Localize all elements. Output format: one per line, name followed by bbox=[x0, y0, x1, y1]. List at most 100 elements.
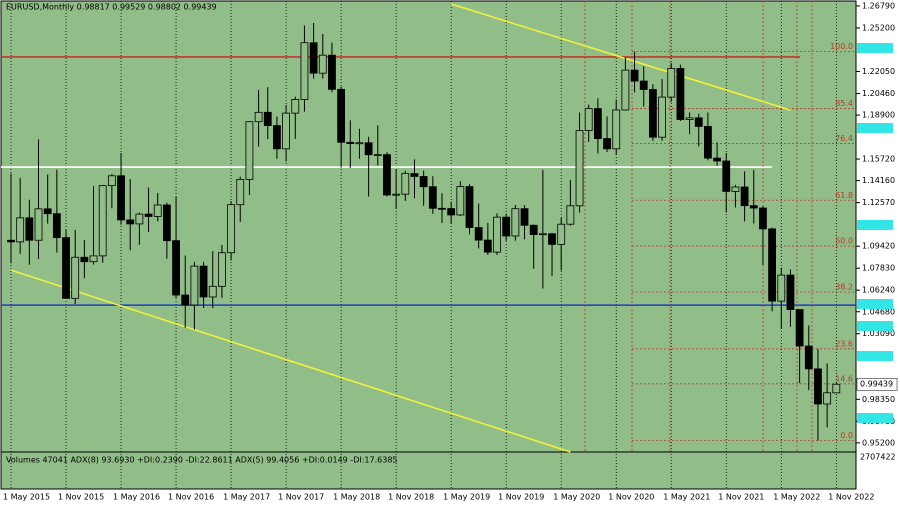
x-tick-label: 1 May 2018 bbox=[333, 493, 380, 502]
chart-title: EURUSD,Monthly 0.98817 0.99529 0.98802 0… bbox=[6, 3, 217, 12]
candle-body bbox=[814, 368, 822, 405]
x-tick-label: 1 Nov 2015 bbox=[58, 493, 104, 502]
candle-body bbox=[16, 217, 25, 243]
candle-body bbox=[135, 213, 144, 225]
candle-body bbox=[107, 175, 116, 187]
x-tick-label: 1 Nov 2017 bbox=[278, 493, 324, 502]
axis-marker bbox=[857, 299, 893, 309]
plot-area bbox=[0, 0, 857, 490]
fib-label: 100.0 bbox=[830, 42, 853, 51]
candle-body bbox=[493, 216, 501, 253]
y-tick-label: 1.20460 bbox=[862, 89, 895, 98]
candle-body bbox=[759, 207, 767, 230]
candle-body bbox=[731, 186, 740, 192]
candle-body bbox=[630, 69, 639, 82]
candle-body bbox=[401, 173, 410, 195]
candle-body bbox=[612, 109, 621, 150]
x-tick-label: 1 Nov 2019 bbox=[498, 493, 544, 502]
x-tick-label: 1 May 2020 bbox=[553, 493, 600, 502]
candle-body bbox=[438, 207, 446, 210]
candle-body bbox=[658, 96, 666, 138]
candle-body bbox=[511, 208, 520, 237]
candle-body bbox=[603, 138, 611, 150]
x-tick-label: 1 Nov 2021 bbox=[718, 493, 764, 502]
candle-body bbox=[740, 186, 749, 207]
plot-layer: 100.0 85.4 76.4 61.8 50.0 38.2 23.6 14.6 0.0 bbox=[1, 1, 856, 489]
candle-body bbox=[804, 345, 813, 370]
axis-marker bbox=[857, 351, 893, 361]
candle-body bbox=[208, 285, 217, 298]
candle-body bbox=[566, 205, 575, 225]
axis-marker bbox=[857, 413, 893, 423]
candle-body bbox=[428, 186, 437, 209]
axis-marker bbox=[857, 123, 893, 133]
axis-marker bbox=[857, 43, 893, 53]
trendline bbox=[10, 269, 571, 453]
x-tick-label: 1 May 2022 bbox=[773, 493, 820, 502]
candle-body bbox=[704, 126, 712, 159]
candle-body bbox=[419, 176, 428, 188]
x-tick-label: 1 Nov 2020 bbox=[608, 493, 654, 502]
candle-body bbox=[557, 223, 566, 245]
fib-label: 50.0 bbox=[835, 237, 853, 246]
axis-marker bbox=[857, 321, 893, 331]
candle-body bbox=[364, 142, 373, 156]
price-label: 0.99439 bbox=[860, 380, 893, 389]
candle-body bbox=[172, 240, 180, 296]
candle-body bbox=[43, 208, 52, 215]
candle-body bbox=[346, 141, 355, 144]
candle-body bbox=[80, 256, 89, 263]
candle-body bbox=[786, 274, 795, 310]
candle-body bbox=[621, 69, 630, 111]
candle-body bbox=[162, 204, 171, 242]
candle-body bbox=[181, 294, 190, 306]
candle-body bbox=[337, 88, 346, 143]
axis-marker bbox=[857, 220, 893, 230]
candle-body bbox=[694, 117, 703, 127]
candle-body bbox=[71, 256, 80, 299]
candle-body bbox=[153, 204, 162, 217]
candle-body bbox=[749, 205, 758, 209]
candle-body bbox=[584, 108, 593, 131]
candle-body bbox=[7, 239, 15, 243]
trendline bbox=[450, 3, 791, 111]
y-tick-label: 1.26790 bbox=[862, 1, 895, 10]
candle-body bbox=[722, 160, 731, 192]
candle-body bbox=[548, 233, 556, 245]
y-tick-label: 1.12570 bbox=[862, 198, 895, 207]
candle-body bbox=[832, 383, 841, 394]
volume-max-label: 2707422 bbox=[860, 453, 896, 462]
y-tick-label: 1.09420 bbox=[862, 242, 895, 251]
y-tick-label: 1.15720 bbox=[862, 155, 895, 164]
candle-body bbox=[676, 68, 685, 120]
candle-body bbox=[538, 233, 547, 236]
candle-body bbox=[593, 108, 602, 139]
candle-body bbox=[456, 186, 465, 216]
candle-body bbox=[502, 216, 511, 237]
candle-body bbox=[282, 112, 291, 150]
fib-label: 23.6 bbox=[835, 339, 853, 348]
fib-label: 0.0 bbox=[840, 431, 853, 440]
candle-body bbox=[649, 89, 657, 138]
y-tick-label: 1.18900 bbox=[862, 111, 895, 120]
candle-body bbox=[34, 208, 43, 241]
x-tick-label: 1 May 2016 bbox=[113, 493, 160, 502]
candle-body bbox=[126, 219, 135, 225]
candle-body bbox=[575, 130, 584, 207]
fib-label: 14.6 bbox=[835, 374, 853, 383]
x-tick-label: 1 Nov 2018 bbox=[388, 493, 434, 502]
fib-label: 38.2 bbox=[835, 282, 853, 291]
x-tick-label: 1 May 2015 bbox=[3, 493, 50, 502]
candle-body bbox=[373, 154, 382, 157]
candle-body bbox=[218, 252, 226, 287]
candle-body bbox=[685, 117, 694, 120]
x-tick-label: 1 Nov 2016 bbox=[168, 493, 214, 502]
candle-body bbox=[227, 204, 235, 254]
y-tick-label: 1.22050 bbox=[862, 67, 895, 76]
x-tick-label: 1 May 2019 bbox=[443, 493, 490, 502]
candle-body bbox=[529, 224, 538, 235]
candle-body bbox=[117, 175, 125, 221]
candle-body bbox=[392, 193, 401, 196]
candle-body bbox=[98, 185, 107, 257]
